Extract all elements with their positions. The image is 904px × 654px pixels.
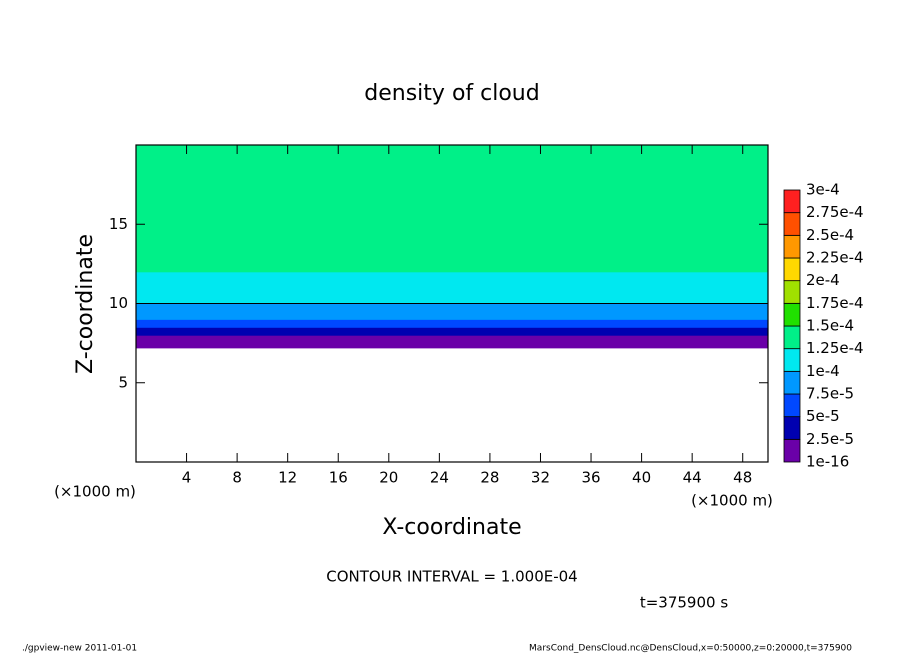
y-tick-label: 15 (109, 215, 128, 233)
x-tick-label: 4 (182, 469, 192, 487)
y-tick-label: 10 (109, 294, 128, 312)
x-tick-label: 16 (329, 469, 348, 487)
colorbar-label: 1.25e-4 (806, 339, 864, 357)
contour-interval: CONTOUR INTERVAL = 1.000E-04 (326, 568, 577, 586)
y-tick-label: 5 (118, 373, 128, 391)
density-band (136, 343, 768, 349)
density-band (136, 319, 768, 328)
density-band (136, 208, 768, 241)
x-tick-label: 28 (480, 469, 499, 487)
colorbar-label: 2e-4 (806, 271, 840, 289)
footer-left: ./gpview-new 2011-01-01 (22, 644, 137, 654)
colorbar-label: 2.5e-5 (806, 430, 854, 448)
density-band (136, 145, 768, 178)
colorbar-band (783, 212, 801, 236)
colorbar-band (783, 348, 801, 372)
x-tick-label: 40 (632, 469, 651, 487)
density-band (136, 176, 768, 209)
colorbar-band (783, 325, 801, 350)
colorbar-band (783, 416, 801, 440)
x-tick-label: 44 (683, 469, 702, 487)
density-band (136, 287, 768, 304)
colorbar-label: 1.5e-4 (806, 317, 854, 335)
x-tick-label: 8 (232, 469, 242, 487)
colorbar-band (783, 302, 801, 327)
density-band (136, 240, 768, 273)
colorbar-label: 2.5e-4 (806, 226, 854, 244)
x-tick-label: 32 (531, 469, 550, 487)
colorbar-band (783, 438, 801, 463)
footer-right: MarsCond_DensCloud.nc@DensCloud,x=0:5000… (529, 644, 852, 654)
colorbar-band (783, 393, 801, 418)
x-tick-label: 24 (430, 469, 449, 487)
y-unit: (×1000 m) (54, 483, 136, 501)
y-axis-label: Z-coordinate (73, 234, 98, 374)
density-band (136, 303, 768, 312)
density-band (136, 311, 768, 320)
x-unit: (×1000 m) (691, 492, 773, 510)
colorbar-band (783, 257, 801, 282)
colorbar-label: 1.75e-4 (806, 294, 864, 312)
chart-title: density of cloud (364, 81, 539, 106)
x-tick-label: 20 (379, 469, 398, 487)
colorbar-band (783, 189, 801, 214)
colorbar-label: 7.5e-5 (806, 385, 854, 403)
x-tick-label: 36 (581, 469, 600, 487)
colorbar-label: 5e-5 (806, 407, 840, 425)
time-label: t=375900 s (640, 594, 728, 612)
colorbar-label: 2.25e-4 (806, 249, 864, 267)
colorbar-label: 1e-16 (806, 453, 849, 471)
x-tick-label: 12 (278, 469, 297, 487)
colorbar-label: 2.75e-4 (806, 203, 864, 221)
colorbar-label: 3e-4 (806, 181, 840, 199)
colorbar-label: 1e-4 (806, 362, 840, 380)
x-tick-label: 48 (733, 469, 752, 487)
x-axis-label: X-coordinate (382, 515, 521, 540)
colorbar-band (783, 370, 801, 395)
colorbar-band (783, 280, 801, 304)
density-band (136, 335, 768, 344)
density-band (136, 327, 768, 336)
density-band (136, 271, 768, 289)
colorbar-band (783, 234, 801, 259)
